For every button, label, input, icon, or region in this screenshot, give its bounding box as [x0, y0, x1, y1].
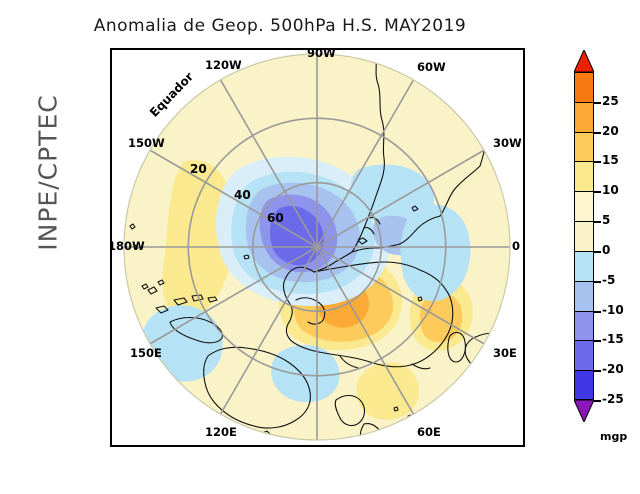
lon-label-0: 0 — [512, 239, 521, 253]
colorbar-tick — [594, 131, 601, 134]
colorbar-cell — [574, 131, 594, 162]
positive-region-indian-ocean — [356, 362, 420, 420]
colorbar-tick-label: 25 — [602, 93, 619, 108]
colorbar-tick-label: 15 — [602, 153, 619, 168]
colorbar-tick — [594, 340, 601, 343]
colorbar-cell — [574, 280, 594, 311]
colorbar-tick — [594, 400, 601, 402]
coastlines — [129, 54, 510, 440]
colorbar-tick-label: 5 — [602, 213, 611, 228]
map-plot-frame: 90W 120W 150W 180W 150E 120E 90E 60E 30E… — [110, 48, 525, 447]
lon-label-60e: 60E — [417, 425, 441, 439]
colorbar-cell — [574, 72, 594, 102]
colorbar-tick — [594, 370, 601, 373]
colorbar: 25 20 15 10 5 0 -5 -10 -15 -20 -25 — [574, 72, 624, 405]
colorbar-tick — [594, 101, 601, 104]
positive-region-south-pacific-core — [177, 179, 225, 304]
negative-region-sw-pacific — [142, 305, 223, 382]
colorbar-tick — [594, 310, 601, 313]
lat-label-20: 20 — [190, 162, 207, 176]
colorbar-cell — [574, 101, 594, 132]
lon-label-30w: 30W — [493, 136, 522, 150]
lon-label-150e: 150E — [130, 346, 162, 360]
lon-label-150w: 150W — [128, 136, 165, 150]
colorbar-cell — [574, 221, 594, 251]
polar-stereographic-map — [123, 53, 511, 441]
negative-region-tasman — [271, 344, 340, 403]
colorbar-over-arrow — [573, 48, 595, 73]
lon-label-180w: 180W — [110, 239, 145, 253]
lat-label-60: 60 — [267, 211, 284, 225]
colorbar-tick — [594, 161, 601, 164]
graticule — [124, 54, 510, 440]
equator-circle — [123, 53, 511, 441]
colorbar-cell — [574, 310, 594, 341]
colorbar-cell — [574, 250, 594, 281]
colorbar-tick-label: -5 — [602, 272, 616, 287]
lon-label-120w: 120W — [205, 58, 242, 72]
colorbar-cell — [574, 370, 594, 400]
positive-region-east-antarctic-core — [419, 292, 463, 343]
lon-label-120e: 120E — [205, 425, 237, 439]
colorbar-tick-label: 10 — [602, 183, 619, 198]
colorbar-tick-label: -10 — [602, 302, 624, 317]
colorbar-cell — [574, 161, 594, 192]
colorbar-tick — [594, 280, 601, 283]
colorbar-under-arrow — [573, 399, 595, 424]
page-title: Anomalia de Geop. 500hPa H.S. MAY2019 — [93, 16, 467, 36]
institution-credit: INPE/CPTEC — [33, 94, 63, 251]
colorbar-tick — [594, 250, 601, 253]
colorbar-tick-label: -20 — [602, 362, 624, 377]
lon-label-90w: 90W — [307, 48, 336, 60]
colorbar-tick-label: -15 — [602, 332, 624, 347]
anomaly-field — [124, 54, 510, 440]
lat-label-40: 40 — [234, 188, 251, 202]
colorbar-tick — [594, 191, 601, 194]
colorbar-tick-label: 0 — [602, 242, 611, 257]
colorbar-tick-label: 20 — [602, 123, 619, 138]
colorbar-cell — [574, 191, 594, 222]
colorbar-units-label: mgp — [600, 430, 628, 443]
lon-label-60w: 60W — [417, 60, 446, 74]
colorbar-cell — [574, 340, 594, 371]
colorbar-tick-label: -25 — [602, 392, 624, 406]
colorbar-tick — [594, 221, 601, 224]
lon-label-30e: 30E — [493, 346, 517, 360]
